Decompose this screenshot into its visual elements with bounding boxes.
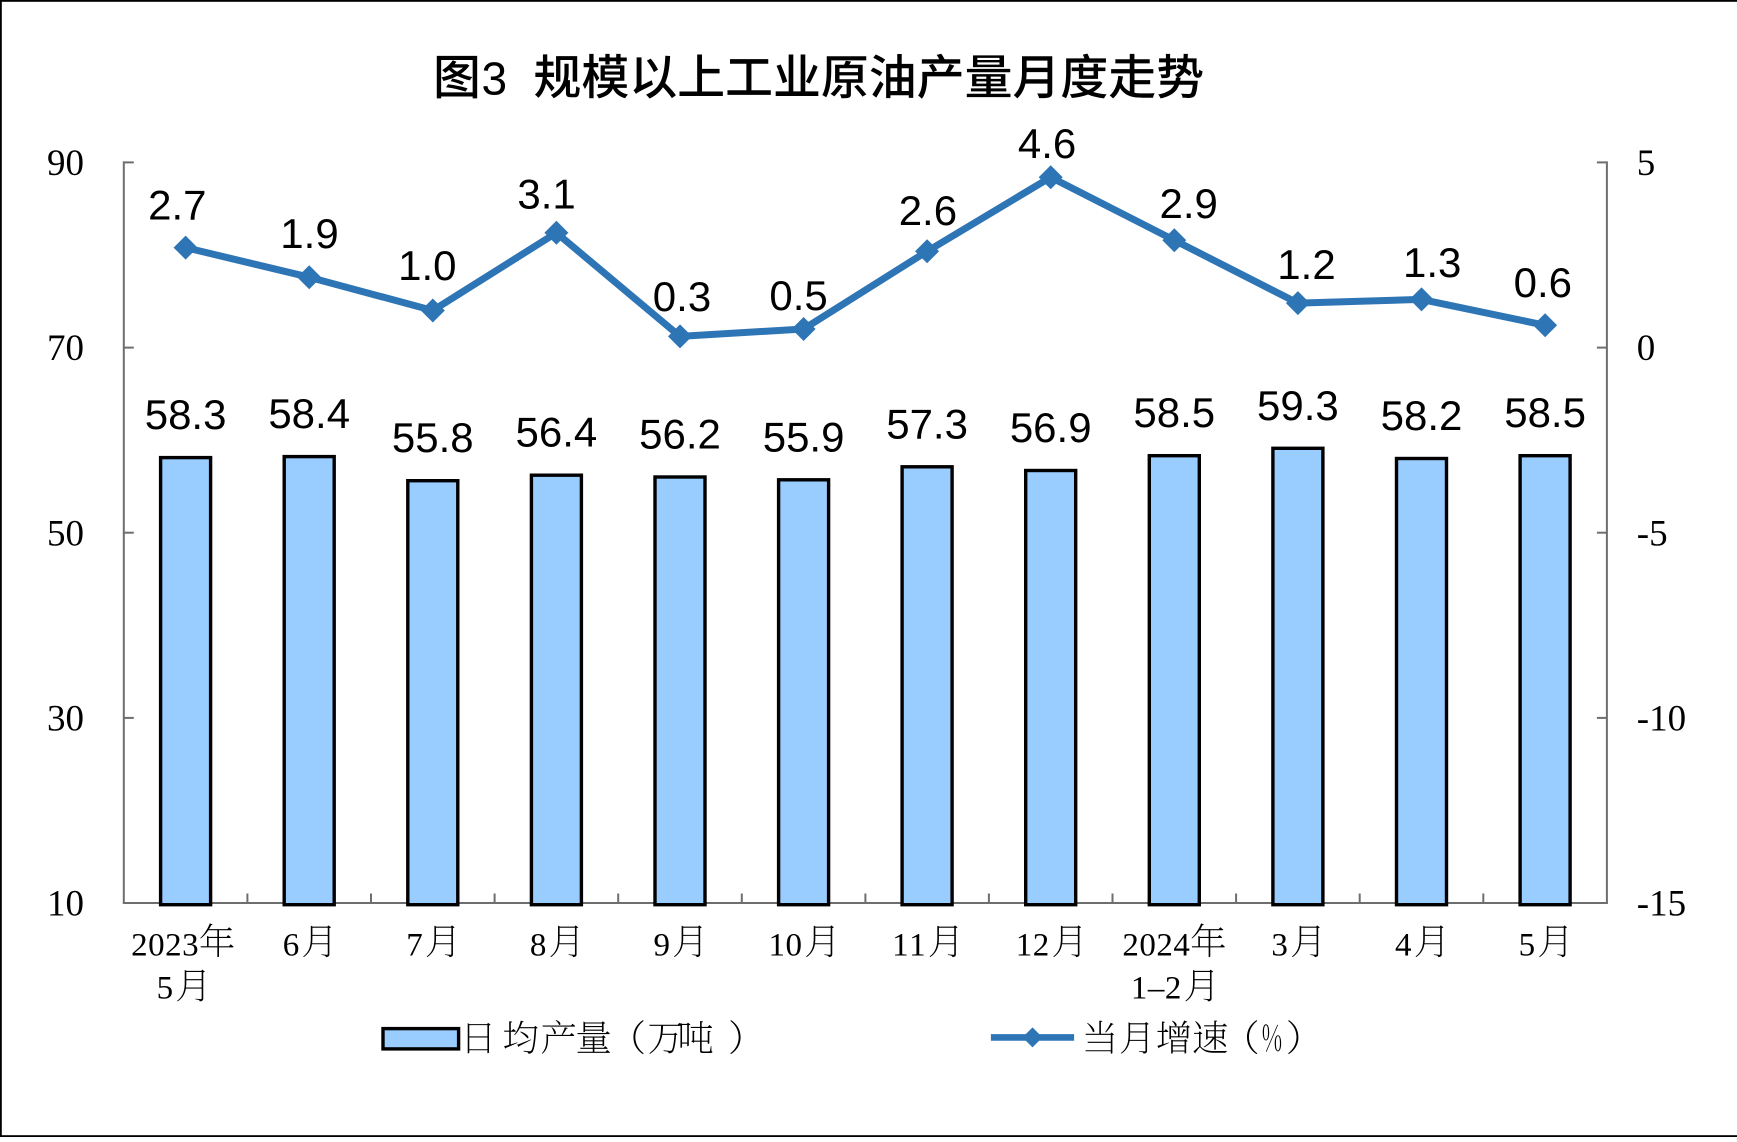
svg-text:11: 11	[892, 927, 926, 963]
svg-text:1.3: 1.3	[1403, 239, 1461, 286]
svg-text:4: 4	[1395, 927, 1412, 963]
svg-text:0.5: 0.5	[769, 272, 827, 319]
svg-text:55.8: 55.8	[392, 414, 474, 461]
svg-text:6: 6	[283, 927, 300, 963]
svg-text:1.2: 1.2	[1277, 241, 1335, 288]
svg-text:10: 10	[47, 884, 84, 925]
svg-text:1.9: 1.9	[280, 210, 338, 257]
svg-text:2.7: 2.7	[148, 182, 206, 229]
svg-text:-15: -15	[1637, 884, 1686, 925]
svg-text:0.6: 0.6	[1514, 259, 1572, 306]
svg-text:30: 30	[47, 699, 84, 740]
svg-text:0.3: 0.3	[653, 273, 711, 320]
svg-text:55.9: 55.9	[763, 413, 845, 460]
svg-text:2.9: 2.9	[1160, 180, 1218, 227]
svg-text:1.0: 1.0	[398, 242, 456, 289]
svg-text:-5: -5	[1637, 513, 1668, 554]
svg-text:58.3: 58.3	[145, 391, 227, 438]
svg-text:2023: 2023	[131, 927, 199, 963]
svg-text:4.6: 4.6	[1018, 120, 1076, 167]
svg-text:50: 50	[47, 513, 84, 554]
svg-text:59.3: 59.3	[1257, 382, 1339, 429]
svg-text:-10: -10	[1637, 699, 1686, 740]
svg-text:5: 5	[1637, 143, 1656, 184]
svg-text:5: 5	[157, 971, 174, 1007]
svg-text:9: 9	[653, 927, 670, 963]
svg-text:8: 8	[530, 927, 547, 963]
svg-text:5: 5	[1519, 927, 1536, 963]
svg-text:12: 12	[1016, 927, 1050, 963]
svg-text:58.5: 58.5	[1504, 389, 1586, 436]
svg-text:0: 0	[1637, 328, 1656, 369]
svg-text:58.5: 58.5	[1133, 389, 1215, 436]
svg-text:1–2: 1–2	[1131, 971, 1182, 1007]
svg-text:56.2: 56.2	[639, 411, 721, 458]
svg-text:57.3: 57.3	[886, 400, 968, 447]
svg-text:56.4: 56.4	[516, 409, 598, 456]
svg-text:7: 7	[406, 927, 423, 963]
svg-text:3: 3	[1271, 927, 1288, 963]
svg-text:2.6: 2.6	[899, 187, 957, 234]
svg-text:90: 90	[47, 143, 84, 184]
svg-text:70: 70	[47, 328, 84, 369]
svg-text:58.4: 58.4	[268, 390, 350, 437]
svg-text:3: 3	[482, 52, 508, 104]
svg-text:58.2: 58.2	[1381, 392, 1463, 439]
svg-text:10: 10	[769, 927, 803, 963]
svg-text:56.9: 56.9	[1010, 404, 1092, 451]
svg-text:2024: 2024	[1122, 927, 1190, 963]
svg-text:3.1: 3.1	[517, 170, 575, 217]
